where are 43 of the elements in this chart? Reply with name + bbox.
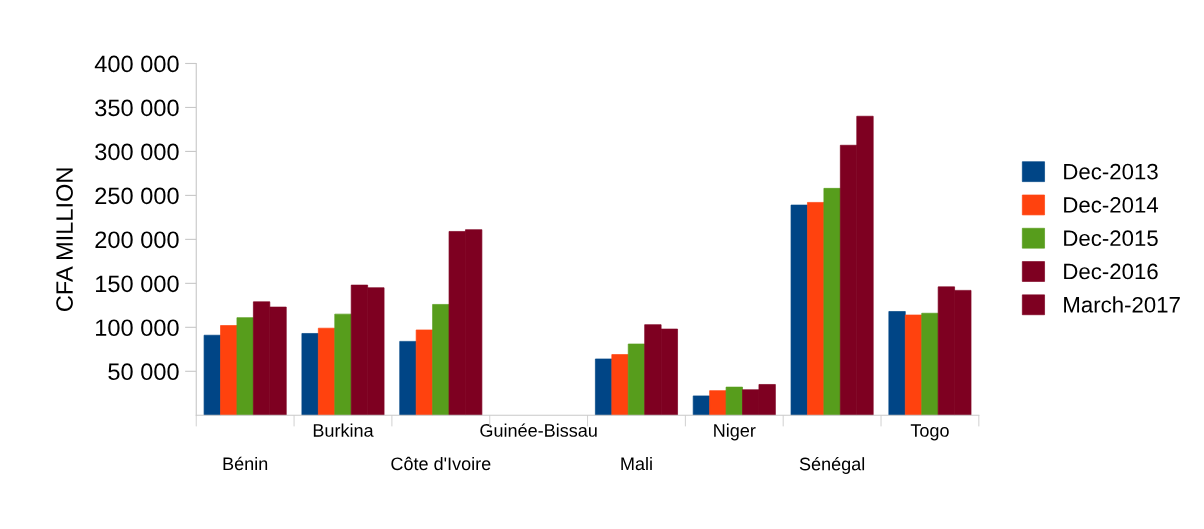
bar — [432, 304, 450, 416]
bar — [904, 314, 923, 416]
x-tick-label: Niger — [714, 423, 756, 441]
y-tick-label: 100 000 — [96, 319, 179, 337]
bar — [725, 386, 743, 416]
x-tick-label: Guinée-Bissau — [480, 423, 597, 437]
bar — [203, 334, 221, 416]
y-tick-label: 250 000 — [95, 187, 179, 205]
bar — [823, 188, 841, 416]
bar — [709, 390, 727, 416]
bar — [692, 395, 710, 416]
legend-label: Dec-2016 — [1064, 263, 1158, 280]
x-tick-label: Sénégal — [799, 456, 865, 474]
bar — [317, 327, 336, 416]
x-tick-label: Togo — [910, 424, 949, 441]
bar — [220, 325, 238, 416]
bar — [921, 312, 939, 416]
legend-label: March-2017 — [1064, 296, 1180, 313]
x-tick-label: Burkina — [313, 423, 374, 437]
legend-label: Dec-2014 — [1064, 197, 1159, 213]
y-tick-label: 400 000 — [94, 55, 179, 73]
y-axis-title: CFA MILLION — [56, 168, 73, 311]
x-tick-label: Côte d'Ivoire — [391, 456, 491, 471]
bar — [790, 204, 808, 416]
legend-label: Dec-2015 — [1064, 230, 1158, 247]
y-tick-label: 200 000 — [95, 231, 179, 249]
bar — [236, 317, 254, 416]
y-tick-label: 150 000 — [96, 275, 179, 293]
bar — [334, 313, 352, 416]
bar — [301, 333, 319, 416]
bar — [399, 341, 417, 416]
legend-label: Dec-2013 — [1064, 163, 1158, 180]
y-tick-label: 50 000 — [108, 363, 179, 381]
bar — [415, 329, 433, 416]
y-tick-label: 300 000 — [95, 143, 179, 161]
bar — [611, 354, 629, 416]
x-tick-label: Mali — [621, 456, 652, 471]
x-tick-label: Bénin — [223, 456, 268, 471]
y-tick-label: 350 000 — [95, 99, 179, 117]
bar — [807, 202, 825, 416]
bar — [595, 358, 613, 416]
bar — [627, 343, 646, 416]
bar — [888, 311, 906, 416]
